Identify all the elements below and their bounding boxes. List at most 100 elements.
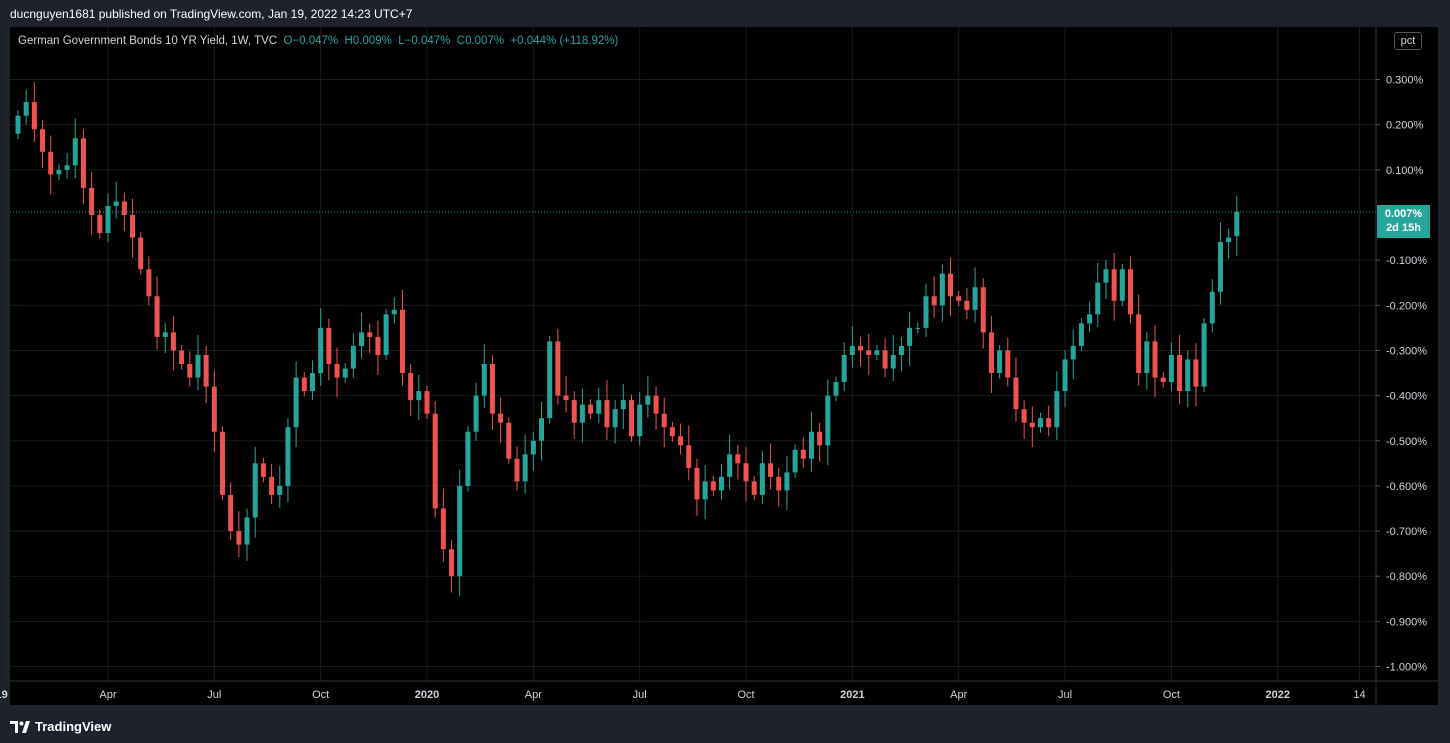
- candle-body: [1177, 354, 1183, 392]
- time-tick-label: 14: [1353, 689, 1365, 701]
- candle-body: [743, 463, 749, 482]
- candle: [645, 375, 651, 418]
- candle: [432, 401, 438, 518]
- candle-body: [138, 237, 144, 270]
- candle: [72, 118, 78, 178]
- candle: [138, 232, 144, 275]
- open-value: O−0.047%: [283, 35, 339, 47]
- candle: [1021, 400, 1027, 439]
- candle-body: [359, 332, 365, 346]
- candle-body: [40, 129, 46, 152]
- candle-body: [1095, 282, 1101, 315]
- candle: [800, 437, 806, 468]
- candle-body: [277, 485, 283, 495]
- candle-body: [1234, 211, 1240, 237]
- candle-body: [506, 422, 512, 459]
- candle: [301, 372, 307, 397]
- price-axis[interactable]: 0.300% 0.200% 0.100% -0.100% -0.200% -0.300% -…: [1376, 75, 1427, 674]
- candle-body: [653, 395, 659, 414]
- candle: [1070, 329, 1076, 380]
- price-tick-label: -0.600%: [1386, 481, 1427, 493]
- candle-body: [956, 296, 962, 301]
- candle: [612, 400, 618, 444]
- candle-body: [1087, 314, 1093, 324]
- tradingview-logo[interactable]: TradingView: [10, 719, 111, 734]
- candle-body: [948, 273, 954, 297]
- candle-body: [1021, 409, 1027, 423]
- candle: [669, 421, 675, 442]
- candle-body: [244, 517, 250, 545]
- candle: [678, 423, 684, 455]
- candle-body: [678, 436, 684, 446]
- candle-body: [89, 187, 95, 215]
- candle-body: [481, 363, 487, 396]
- candle-body: [866, 350, 872, 355]
- unit-label[interactable]: pct: [1394, 32, 1422, 50]
- candle-body: [800, 449, 806, 459]
- time-tick-label: 2020: [415, 689, 439, 701]
- candle-body: [269, 476, 275, 495]
- candle: [146, 256, 152, 306]
- candle-body: [162, 332, 168, 337]
- candle-body: [637, 404, 643, 437]
- candle: [15, 110, 21, 140]
- candle: [40, 120, 46, 169]
- candle: [1111, 252, 1117, 321]
- chart-svg[interactable]: 0.300% 0.200% 0.100% -0.100% -0.200% -0.300% -…: [0, 27, 1450, 708]
- candle: [547, 336, 553, 424]
- grid-lines: [1, 27, 1376, 681]
- candle: [980, 278, 986, 349]
- candle: [97, 209, 103, 239]
- candle: [997, 345, 1003, 379]
- candle-body: [931, 296, 937, 306]
- candle: [449, 540, 455, 593]
- candle: [1062, 350, 1068, 408]
- candle: [481, 344, 487, 409]
- candle: [882, 337, 888, 378]
- time-tick-label: Apr: [525, 689, 542, 701]
- candle-body: [833, 382, 839, 396]
- candle: [342, 363, 348, 383]
- time-tick-label: Oct: [737, 689, 754, 701]
- candle-body: [179, 350, 185, 364]
- candle: [424, 385, 430, 420]
- candle-body: [97, 215, 103, 234]
- candle: [408, 363, 414, 417]
- time-axis[interactable]: 19 Apr Jul Oct 2020 Apr Jul Oct 2021 Apr Jul Oct 202…: [0, 689, 1366, 701]
- candle-body: [694, 467, 700, 500]
- candle: [269, 464, 275, 504]
- candle: [604, 380, 610, 440]
- time-tick-label: Jul: [207, 689, 221, 701]
- price-tick-label: -0.100%: [1386, 255, 1427, 267]
- candle: [220, 426, 225, 501]
- candle-body: [1136, 314, 1142, 374]
- candle: [1005, 337, 1011, 387]
- candle-body: [1127, 269, 1133, 315]
- candle: [195, 335, 201, 391]
- candle: [326, 318, 332, 381]
- candle: [440, 488, 446, 562]
- candle-body: [465, 431, 471, 486]
- candle: [539, 401, 545, 461]
- candle: [1226, 228, 1232, 259]
- candle-body: [522, 454, 528, 482]
- candle: [1038, 412, 1043, 433]
- candle: [1193, 343, 1199, 407]
- candle: [907, 311, 913, 366]
- candle-body: [727, 454, 733, 477]
- candle: [1119, 263, 1125, 307]
- candle: [179, 345, 185, 370]
- candle: [522, 434, 528, 495]
- candle: [694, 458, 700, 516]
- candle-body: [260, 463, 266, 477]
- brand-name: TradingView: [35, 719, 112, 734]
- candle-body: [612, 409, 618, 428]
- candle: [620, 383, 626, 430]
- candle: [1095, 262, 1101, 327]
- candle-body: [1054, 391, 1060, 428]
- candle-body: [620, 400, 626, 410]
- candle: [588, 399, 594, 420]
- candle-body: [890, 354, 896, 369]
- candle-body: [588, 404, 594, 414]
- price-tick-label: -0.300%: [1386, 345, 1427, 357]
